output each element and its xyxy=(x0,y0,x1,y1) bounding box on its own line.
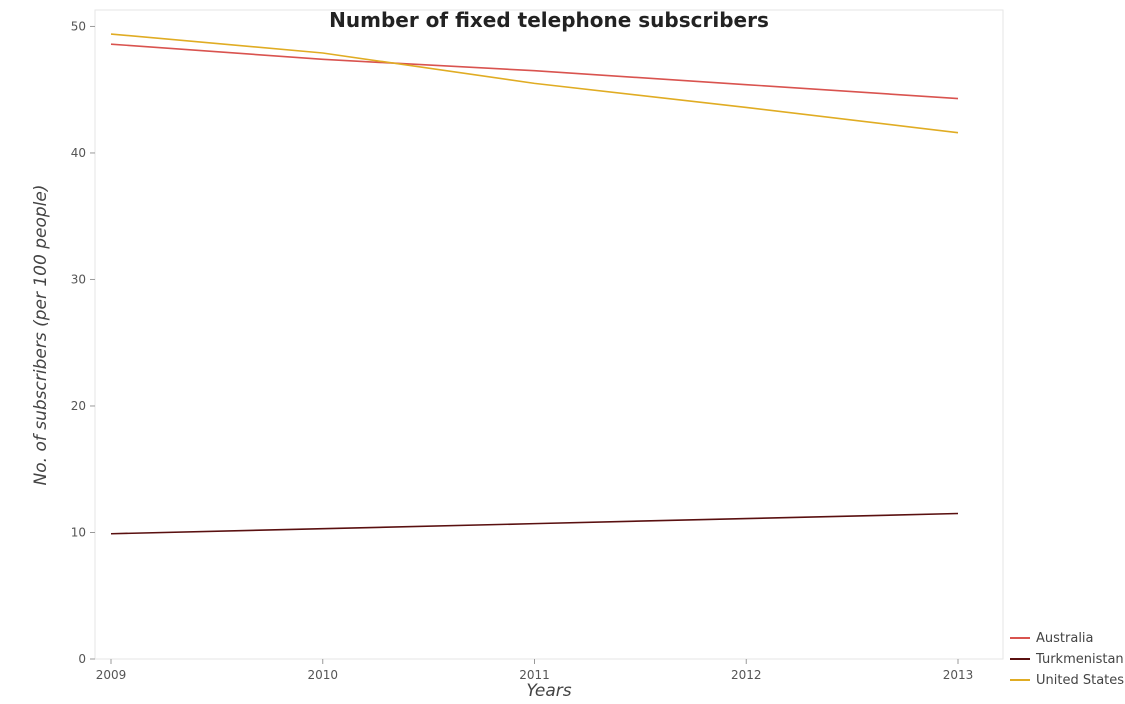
x-tick-label: 2013 xyxy=(943,668,974,682)
x-tick-label: 2010 xyxy=(307,668,338,682)
y-axis-ticks: 0 10 20 30 40 50 xyxy=(71,19,95,666)
y-tick-label: 40 xyxy=(71,146,86,160)
x-tick-label: 2011 xyxy=(519,668,550,682)
y-tick-label: 0 xyxy=(78,652,86,666)
y-tick-label: 50 xyxy=(71,19,86,33)
legend-label: United States xyxy=(1036,673,1124,688)
x-axis-label: Years xyxy=(526,681,571,700)
y-tick-label: 20 xyxy=(71,399,86,413)
legend-label: Turkmenistan xyxy=(1035,652,1124,667)
series-lines xyxy=(110,33,959,535)
chart-title: Number of fixed telephone subscribers xyxy=(329,8,769,32)
series-line-australia xyxy=(110,43,959,100)
series-line-turkmenistan xyxy=(110,512,959,535)
series-line-united-states xyxy=(110,33,959,134)
legend-label: Australia xyxy=(1036,631,1094,646)
x-axis-ticks: 2009 2010 2011 2012 2013 xyxy=(96,659,974,682)
y-tick-label: 10 xyxy=(71,525,86,539)
legend: Australia Turkmenistan United States xyxy=(1010,631,1124,688)
x-tick-label: 2009 xyxy=(96,668,127,682)
y-axis-label: No. of subscribers (per 100 people) xyxy=(31,185,51,486)
x-tick-label: 2012 xyxy=(731,668,762,682)
y-tick-label: 30 xyxy=(71,272,86,286)
plot-area xyxy=(94,9,1004,660)
